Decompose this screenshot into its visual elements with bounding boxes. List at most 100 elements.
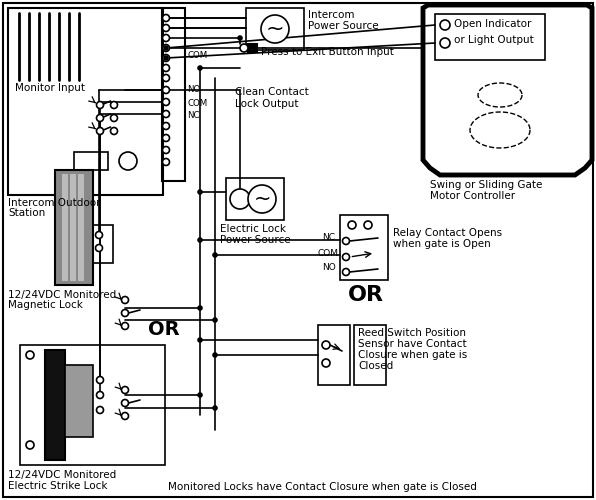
- Text: Intercom: Intercom: [308, 10, 355, 20]
- Circle shape: [97, 392, 104, 398]
- Text: Power Source: Power Source: [308, 21, 378, 31]
- Circle shape: [163, 158, 169, 166]
- Circle shape: [119, 152, 137, 170]
- Text: OR: OR: [348, 285, 384, 305]
- Circle shape: [122, 412, 129, 420]
- Circle shape: [97, 406, 104, 414]
- Text: Station: Station: [8, 208, 45, 218]
- Circle shape: [163, 110, 169, 117]
- Bar: [45, 350, 65, 460]
- Circle shape: [212, 352, 218, 358]
- Circle shape: [122, 400, 129, 406]
- Text: Closed: Closed: [358, 361, 393, 371]
- Circle shape: [163, 86, 169, 94]
- Circle shape: [122, 296, 129, 304]
- Circle shape: [163, 134, 169, 141]
- Circle shape: [110, 114, 117, 121]
- Circle shape: [95, 244, 103, 252]
- Circle shape: [110, 102, 117, 108]
- Circle shape: [197, 337, 203, 343]
- Circle shape: [197, 305, 203, 311]
- Text: Relay Contact Opens: Relay Contact Opens: [393, 228, 502, 238]
- Circle shape: [26, 351, 34, 359]
- Circle shape: [212, 405, 218, 411]
- Text: Electric Lock: Electric Lock: [220, 224, 286, 234]
- Circle shape: [240, 44, 248, 52]
- Circle shape: [163, 55, 169, 61]
- Bar: [70, 174, 76, 281]
- Circle shape: [97, 376, 104, 384]
- Circle shape: [122, 310, 129, 316]
- Circle shape: [343, 238, 349, 244]
- Circle shape: [26, 441, 34, 449]
- Bar: [318, 325, 350, 385]
- Circle shape: [197, 65, 203, 71]
- Circle shape: [163, 45, 169, 51]
- Text: NC: NC: [322, 232, 335, 241]
- Bar: [62, 174, 68, 281]
- Circle shape: [97, 102, 104, 108]
- Circle shape: [97, 128, 104, 134]
- Text: Intercom Outdoor: Intercom Outdoor: [8, 198, 101, 208]
- Circle shape: [237, 35, 243, 41]
- Bar: [246, 8, 304, 50]
- Text: NC: NC: [187, 112, 200, 120]
- Bar: [354, 325, 386, 385]
- Circle shape: [163, 74, 169, 82]
- Text: 12/24VDC Monitored: 12/24VDC Monitored: [8, 290, 116, 300]
- Circle shape: [343, 268, 349, 276]
- Text: when gate is Open: when gate is Open: [393, 239, 491, 249]
- Circle shape: [163, 64, 169, 71]
- Circle shape: [97, 114, 104, 121]
- Text: Swing or Sliding Gate: Swing or Sliding Gate: [430, 180, 542, 190]
- Circle shape: [197, 237, 203, 243]
- Text: Press to Exit Button Input: Press to Exit Button Input: [261, 47, 394, 57]
- Text: Power Source: Power Source: [220, 235, 291, 245]
- Circle shape: [122, 386, 129, 394]
- Circle shape: [163, 98, 169, 105]
- Circle shape: [322, 359, 330, 367]
- Circle shape: [248, 185, 276, 213]
- Text: Motor Controller: Motor Controller: [430, 191, 515, 201]
- Polygon shape: [423, 5, 592, 175]
- Text: COM: COM: [318, 248, 339, 258]
- Bar: [78, 174, 84, 281]
- Circle shape: [212, 252, 218, 258]
- Text: or Light Output: or Light Output: [454, 35, 534, 45]
- Bar: [93, 225, 113, 263]
- Text: Magnetic Lock: Magnetic Lock: [8, 300, 83, 310]
- Bar: [74, 152, 108, 170]
- Circle shape: [261, 15, 289, 43]
- Text: NO: NO: [187, 86, 200, 94]
- Bar: [226, 178, 284, 220]
- Circle shape: [440, 20, 450, 30]
- Circle shape: [163, 146, 169, 154]
- Text: Electric Strike Lock: Electric Strike Lock: [8, 481, 107, 491]
- Text: ~: ~: [266, 19, 284, 39]
- Circle shape: [163, 54, 169, 62]
- Text: Monitored Locks have Contact Closure when gate is Closed: Monitored Locks have Contact Closure whe…: [168, 482, 477, 492]
- Circle shape: [197, 189, 203, 195]
- Bar: [435, 14, 545, 60]
- Text: COM: COM: [187, 52, 207, 60]
- Bar: [20, 345, 165, 465]
- Text: NO: NO: [322, 264, 336, 272]
- Circle shape: [348, 221, 356, 229]
- Text: Monitor Input: Monitor Input: [15, 83, 85, 93]
- Bar: [340, 215, 388, 280]
- Circle shape: [230, 189, 250, 209]
- Bar: [162, 8, 185, 181]
- Circle shape: [163, 44, 169, 52]
- Circle shape: [163, 14, 169, 21]
- Circle shape: [440, 38, 450, 48]
- Text: COM: COM: [187, 98, 207, 108]
- Circle shape: [163, 24, 169, 32]
- Text: OR: OR: [148, 320, 179, 339]
- Bar: [65, 365, 93, 437]
- Text: Closure when gate is: Closure when gate is: [358, 350, 467, 360]
- Text: 12/24VDC Monitored: 12/24VDC Monitored: [8, 470, 116, 480]
- Circle shape: [163, 122, 169, 130]
- Text: Open Indicator: Open Indicator: [454, 19, 532, 29]
- Circle shape: [95, 232, 103, 238]
- Circle shape: [122, 322, 129, 330]
